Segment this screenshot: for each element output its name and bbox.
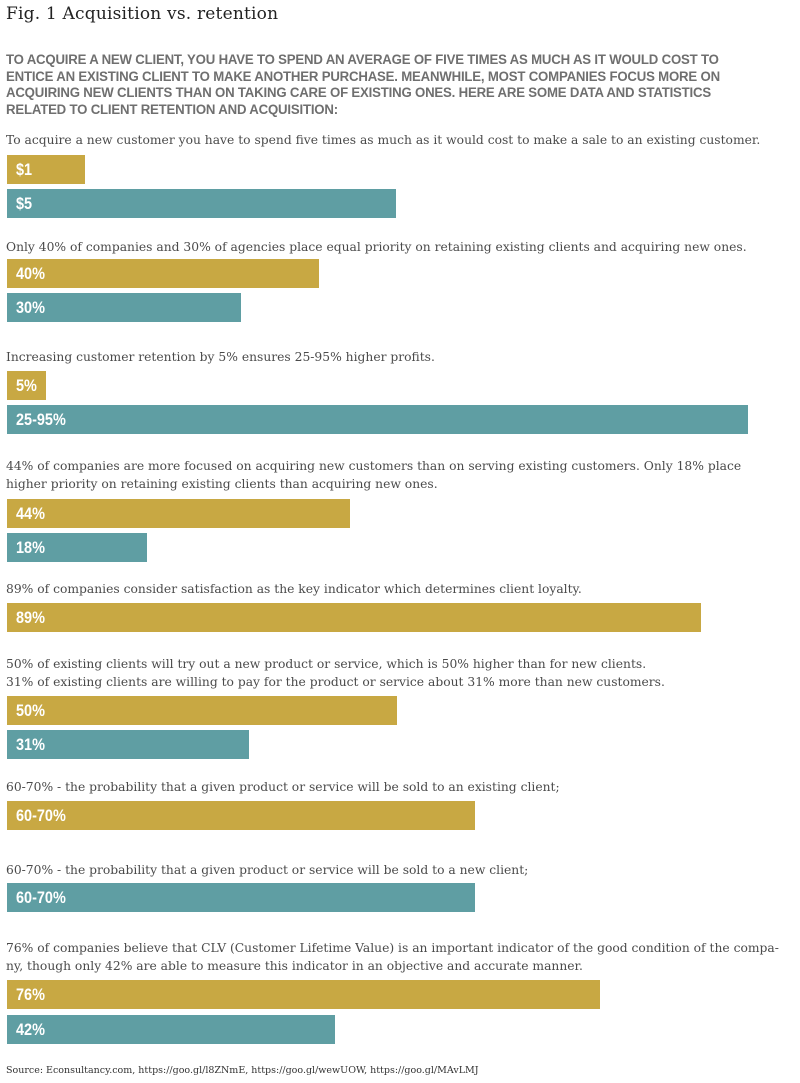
bar-value-label: 31% (16, 735, 45, 754)
bar-value-label: 42% (16, 1020, 45, 1039)
source-note: Source: Econsultancy.com, https://goo.gl… (6, 1065, 479, 1076)
bar-value-label: $5 (16, 194, 33, 213)
statement-text: 76% of companies believe that CLV (Custo… (6, 941, 779, 955)
bar-value-label: 60-70% (16, 888, 66, 907)
bar-value-label: 76% (16, 985, 45, 1004)
bar-value-label: 30% (16, 298, 45, 317)
figure-title: Fig. 1 Acquisition vs. retention (6, 4, 279, 24)
statement-text: 89% of companies consider satisfaction a… (6, 582, 582, 596)
statement-text: Increasing customer retention by 5% ensu… (6, 350, 435, 364)
bar: 18% (7, 533, 147, 562)
bar: 50% (7, 696, 397, 725)
statement-text: ny, though only 42% are able to measure … (6, 958, 583, 973)
bar: 76% (7, 980, 600, 1009)
statement-text: 44% of companies are more focused on acq… (6, 459, 742, 473)
bar: 25-95% (7, 405, 748, 434)
bar: 30% (7, 293, 241, 322)
bar-value-label: 60-70% (16, 806, 66, 825)
statement-text: higher priority on retaining existing cl… (6, 476, 438, 491)
bar-value-label: $1 (16, 160, 33, 179)
bar: 60-70% (7, 801, 475, 830)
bar: 89% (7, 603, 701, 632)
statement-text: 31% of existing clients are willing to p… (6, 674, 665, 689)
statement-text: Only 40% of companies and 30% of agencie… (6, 240, 747, 254)
bar-value-label: 50% (16, 701, 45, 720)
statement-text: To acquire a new customer you have to sp… (6, 133, 761, 147)
bar-value-label: 5% (16, 376, 37, 395)
bar-value-label: 40% (16, 264, 45, 283)
figure-intro: To acquire a new client, you have to spe… (6, 52, 720, 118)
statement-text: 60-70% - the probability that a given pr… (6, 780, 560, 794)
bar: 5% (7, 371, 46, 400)
bar: 44% (7, 499, 350, 528)
bar: $5 (7, 189, 396, 218)
bar-value-label: 18% (16, 538, 45, 557)
bar: 40% (7, 259, 319, 288)
bar-value-label: 89% (16, 608, 45, 627)
bar-value-label: 25-95% (16, 410, 66, 429)
bar-value-label: 44% (16, 504, 45, 523)
statement-text: 50% of existing clients will try out a n… (6, 657, 647, 671)
bar: 31% (7, 730, 249, 759)
statement-text: 60-70% - the probability that a given pr… (6, 863, 529, 877)
bar: 42% (7, 1015, 335, 1044)
bar: 60-70% (7, 883, 475, 912)
bar: $1 (7, 155, 85, 184)
